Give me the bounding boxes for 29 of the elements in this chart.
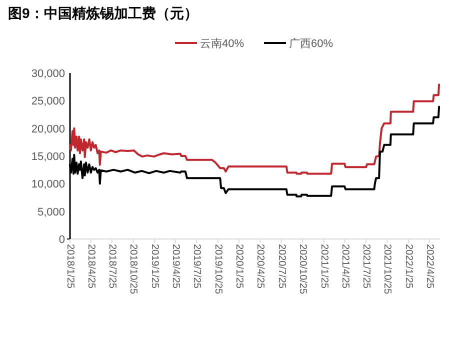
y-tick-label: 0 — [58, 234, 65, 246]
legend-label: 云南40% — [200, 37, 244, 50]
y-tick-label: 30,000 — [31, 68, 65, 80]
x-tick-label: 2021/1/25 — [318, 244, 330, 289]
y-tick-label: 20,000 — [31, 123, 65, 136]
x-tick-label: 2022/1/25 — [402, 244, 414, 289]
x-tick-label: 2021/7/25 — [360, 244, 372, 289]
y-tick-label: 15,000 — [31, 151, 65, 163]
x-tick-label: 2019/10/25 — [212, 244, 224, 294]
y-tick-label: 25,000 — [31, 96, 65, 108]
x-tick-label: 2019/7/25 — [191, 244, 202, 289]
x-tick-label: 2018/4/25 — [85, 244, 96, 289]
line-series — [69, 84, 440, 175]
y-tick-label: 10,000 — [31, 178, 65, 191]
x-tick-label: 2020/10/25 — [297, 244, 308, 294]
y-tick-label: 5,000 — [37, 206, 65, 218]
chart-title: 图9：中国精炼锡加工费（元） — [8, 5, 198, 21]
x-tick-label: 2020/1/25 — [234, 244, 245, 289]
x-tick-label: 2020/7/25 — [276, 244, 287, 289]
x-tick-label: 2018/10/25 — [128, 244, 139, 294]
x-tick-label: 2019/4/25 — [170, 244, 181, 289]
x-tick-label: 2019/1/25 — [149, 244, 160, 289]
x-tick-label: 2020/4/25 — [254, 244, 266, 289]
x-tick-label: 2018/7/25 — [106, 244, 118, 289]
x-tick-label: 2018/1/25 — [64, 244, 76, 289]
x-tick-label: 2021/10/25 — [382, 244, 393, 294]
x-tick-label: 2021/4/25 — [339, 244, 350, 289]
legend-label: 广西60% — [289, 37, 334, 50]
x-tick-label: 2022/4/25 — [424, 244, 435, 289]
